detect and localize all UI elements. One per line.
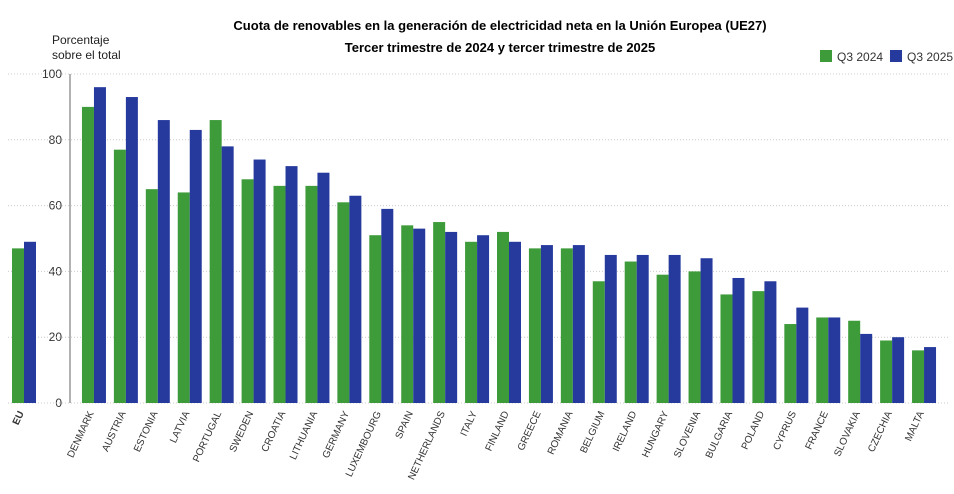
x-tick-label: FRANCE [804, 409, 831, 451]
bar [317, 172, 330, 403]
bar [189, 129, 202, 403]
bar [592, 281, 605, 403]
y-tick-label: 100 [42, 67, 62, 81]
bar [688, 271, 701, 403]
bar [209, 120, 222, 403]
y-tick-label: 60 [49, 199, 63, 213]
x-tick-label: HUNGARY [640, 409, 671, 459]
bar [433, 222, 446, 403]
bar [113, 149, 126, 403]
bar [604, 254, 617, 403]
bar [24, 241, 36, 403]
bar [12, 248, 24, 403]
chart-title: Cuota de renovables en la generación de … [233, 18, 766, 33]
x-tick-label: SWEDEN [228, 410, 257, 454]
bar [860, 333, 873, 403]
bar [636, 254, 649, 403]
y-tick-label: 40 [49, 264, 63, 278]
y-tick-label: 20 [49, 330, 63, 344]
bar [752, 291, 765, 403]
y-tick-label: 80 [49, 133, 63, 147]
bar [528, 248, 541, 403]
x-tick-label: SPAIN [394, 410, 416, 441]
bar [177, 192, 190, 403]
bar [540, 245, 553, 403]
bar [157, 120, 170, 403]
x-tick-label: GREECE [516, 409, 544, 452]
bar [349, 195, 362, 403]
bar [796, 307, 809, 403]
bar [560, 248, 573, 403]
x-tick-label: ITALY [459, 409, 480, 438]
x-tick-label: SLOVAKIA [832, 409, 863, 458]
bar [381, 208, 394, 403]
x-tick-label: EU [11, 410, 27, 427]
bar [401, 225, 414, 403]
bar [572, 245, 585, 403]
bar [445, 231, 458, 403]
bar [912, 350, 925, 403]
bar [285, 166, 298, 403]
legend-swatch [890, 50, 902, 62]
x-tick-label: GERMANY [321, 409, 352, 460]
x-tick-label: PORTUGAL [191, 409, 224, 464]
bar [497, 231, 509, 403]
x-tick-label: SLOVENIA [672, 409, 703, 459]
x-tick-label: ESTONIA [132, 409, 161, 454]
bar [668, 254, 681, 403]
bar [145, 189, 158, 403]
x-tick-label: ROMANIA [546, 409, 576, 456]
bar [477, 235, 490, 403]
bar [700, 258, 713, 403]
y-tick-label: 0 [55, 396, 62, 410]
legend-swatch [820, 50, 832, 62]
bar [720, 294, 733, 403]
bar [764, 281, 777, 403]
x-tick-label: CYPRUS [771, 409, 799, 452]
bar [816, 317, 829, 403]
x-tick-label: LITHUANIA [288, 409, 320, 461]
bar [828, 317, 841, 403]
bar [253, 159, 266, 403]
legend-label: Q3 2025 [907, 50, 953, 64]
y-axis-label: Porcentaje sobre el total [52, 33, 121, 62]
bar [81, 106, 94, 404]
bar [241, 179, 254, 403]
bar [369, 235, 382, 403]
x-tick-label: LUXEMBOURG [344, 409, 384, 478]
bar [273, 185, 286, 403]
bar [848, 320, 861, 403]
x-tick-label: IRELAND [611, 410, 639, 454]
bar [656, 274, 669, 403]
bar [337, 202, 350, 403]
legend-label: Q3 2024 [837, 50, 883, 64]
bar [784, 324, 797, 403]
x-tick-label: LATVIA [168, 409, 192, 445]
bar [465, 241, 478, 403]
x-tick-label: BULGARIA [704, 409, 735, 460]
bar [509, 241, 521, 403]
bar [413, 228, 426, 403]
bar [125, 97, 138, 403]
bar [732, 277, 745, 403]
x-tick-label: FINLAND [484, 410, 512, 453]
x-tick-label: POLAND [740, 410, 767, 452]
x-tick-label: DENMARK [66, 409, 97, 459]
bar [624, 261, 637, 403]
bar [892, 337, 905, 403]
x-tick-label: BELGIUM [579, 410, 608, 455]
x-tick-label: AUSTRIA [100, 409, 128, 453]
bar [93, 87, 106, 403]
x-tick-label: MALTA [903, 409, 927, 443]
x-tick-label: CROATIA [260, 409, 289, 454]
bar [924, 347, 937, 403]
bar [880, 340, 893, 403]
bar [221, 146, 234, 403]
chart-subtitle: Tercer trimestre de 2024 y tercer trimes… [345, 40, 656, 55]
bar [305, 185, 318, 403]
x-tick-label: CZECHIA [866, 409, 895, 454]
